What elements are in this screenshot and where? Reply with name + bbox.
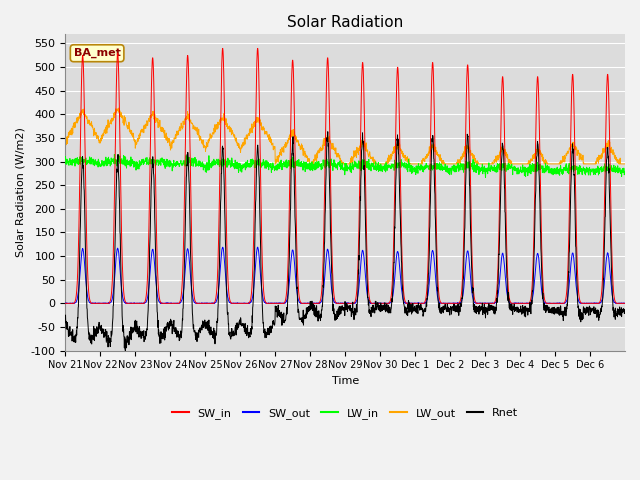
Rnet bbox=[614, 314, 621, 320]
Rnet bbox=[117, 281, 125, 287]
LW_in bbox=[482, 174, 490, 180]
Line: Rnet: Rnet bbox=[65, 132, 625, 350]
SW_out bbox=[514, 300, 522, 306]
SW_out bbox=[614, 300, 621, 306]
SW_in bbox=[379, 300, 387, 306]
Line: SW_out: SW_out bbox=[65, 247, 625, 303]
SW_in bbox=[514, 300, 522, 306]
SW_out bbox=[254, 244, 262, 250]
LW_in bbox=[111, 152, 118, 157]
Rnet bbox=[380, 307, 387, 312]
Title: Solar Radiation: Solar Radiation bbox=[287, 15, 403, 30]
LW_out bbox=[238, 144, 246, 149]
Rnet bbox=[546, 307, 554, 312]
SW_in bbox=[613, 300, 621, 306]
SW_out bbox=[621, 300, 629, 306]
LW_out bbox=[546, 161, 554, 167]
SW_out bbox=[238, 300, 246, 306]
X-axis label: Time: Time bbox=[332, 376, 359, 386]
LW_in bbox=[238, 162, 246, 168]
SW_out bbox=[61, 300, 69, 306]
SW_in bbox=[545, 300, 553, 306]
LW_out bbox=[118, 114, 125, 120]
Rnet bbox=[238, 321, 246, 326]
LW_out bbox=[61, 138, 69, 144]
Rnet bbox=[122, 348, 129, 353]
LW_out bbox=[115, 105, 122, 111]
Line: LW_out: LW_out bbox=[65, 108, 625, 164]
Line: LW_in: LW_in bbox=[65, 155, 625, 177]
LW_in bbox=[546, 167, 554, 172]
LW_out bbox=[271, 161, 279, 167]
SW_in bbox=[61, 300, 69, 306]
LW_in bbox=[118, 159, 125, 165]
LW_out bbox=[380, 161, 387, 167]
SW_in bbox=[238, 300, 246, 306]
LW_in bbox=[621, 168, 629, 174]
SW_out bbox=[380, 300, 387, 306]
SW_in bbox=[117, 213, 125, 218]
LW_out bbox=[621, 161, 629, 167]
Legend: SW_in, SW_out, LW_in, LW_out, Rnet: SW_in, SW_out, LW_in, LW_out, Rnet bbox=[168, 404, 523, 423]
SW_out bbox=[118, 284, 125, 289]
LW_in bbox=[614, 170, 621, 176]
Text: BA_met: BA_met bbox=[74, 48, 120, 59]
LW_out bbox=[514, 161, 522, 167]
LW_in bbox=[514, 168, 522, 174]
Rnet bbox=[514, 309, 522, 314]
LW_in bbox=[61, 156, 69, 162]
Y-axis label: Solar Radiation (W/m2): Solar Radiation (W/m2) bbox=[15, 127, 25, 257]
Rnet bbox=[324, 129, 332, 134]
Rnet bbox=[61, 319, 69, 325]
SW_in bbox=[219, 46, 227, 51]
LW_in bbox=[379, 165, 387, 171]
SW_in bbox=[621, 300, 629, 306]
SW_out bbox=[61, 300, 69, 306]
Line: SW_in: SW_in bbox=[65, 48, 625, 303]
LW_out bbox=[614, 156, 621, 162]
SW_out bbox=[546, 300, 554, 306]
Rnet bbox=[621, 307, 629, 312]
